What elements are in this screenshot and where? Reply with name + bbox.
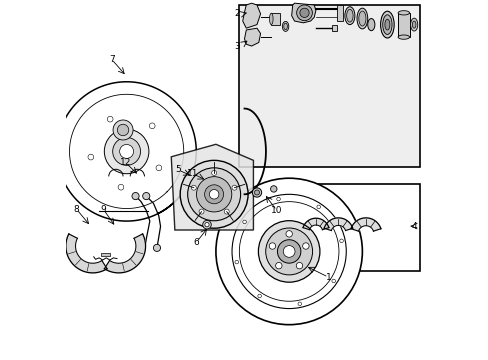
Ellipse shape — [380, 11, 393, 38]
Circle shape — [149, 123, 155, 129]
Bar — [331, 24, 337, 31]
Text: 12: 12 — [120, 158, 131, 167]
Circle shape — [112, 138, 140, 165]
Circle shape — [275, 262, 282, 269]
Circle shape — [120, 144, 133, 158]
Ellipse shape — [344, 7, 354, 24]
Circle shape — [187, 168, 240, 221]
Circle shape — [199, 209, 203, 214]
Circle shape — [339, 239, 343, 243]
Circle shape — [231, 185, 237, 190]
Circle shape — [239, 202, 338, 301]
Polygon shape — [171, 144, 253, 230]
Circle shape — [191, 185, 196, 190]
Ellipse shape — [269, 13, 272, 24]
Circle shape — [285, 231, 292, 237]
Circle shape — [269, 243, 275, 249]
Circle shape — [107, 116, 113, 122]
Circle shape — [331, 279, 335, 283]
Circle shape — [276, 197, 280, 201]
Circle shape — [232, 194, 346, 309]
Text: 3: 3 — [234, 41, 240, 50]
Circle shape — [153, 244, 160, 251]
Ellipse shape — [410, 18, 417, 31]
Text: 2: 2 — [234, 9, 240, 18]
Text: 11: 11 — [186, 169, 198, 178]
Bar — [306, 184, 419, 271]
Text: 1: 1 — [325, 273, 331, 282]
Circle shape — [104, 129, 149, 174]
Circle shape — [156, 165, 162, 171]
Circle shape — [216, 178, 362, 325]
Circle shape — [297, 302, 301, 306]
Polygon shape — [244, 28, 260, 46]
Text: 7: 7 — [108, 55, 114, 64]
Circle shape — [224, 209, 229, 214]
Ellipse shape — [358, 11, 365, 26]
Circle shape — [204, 185, 223, 204]
Bar — [336, 5, 343, 21]
Polygon shape — [66, 234, 107, 273]
Polygon shape — [104, 234, 145, 273]
Ellipse shape — [411, 21, 415, 28]
Circle shape — [270, 186, 276, 192]
Circle shape — [296, 5, 312, 21]
Polygon shape — [303, 218, 328, 230]
Circle shape — [243, 220, 246, 224]
Circle shape — [196, 177, 231, 212]
Text: 6: 6 — [193, 238, 199, 247]
Ellipse shape — [367, 18, 374, 31]
Circle shape — [277, 240, 300, 263]
Circle shape — [132, 193, 139, 200]
Circle shape — [142, 193, 149, 200]
Circle shape — [299, 8, 308, 18]
Ellipse shape — [346, 9, 352, 22]
Ellipse shape — [384, 19, 389, 30]
Polygon shape — [242, 3, 260, 28]
Circle shape — [117, 124, 128, 136]
Text: 8: 8 — [74, 205, 80, 214]
Ellipse shape — [397, 35, 408, 39]
Circle shape — [296, 262, 302, 269]
Circle shape — [257, 294, 261, 298]
Text: 10: 10 — [270, 206, 282, 215]
Circle shape — [209, 189, 219, 199]
Circle shape — [113, 120, 133, 140]
Ellipse shape — [283, 23, 287, 30]
Circle shape — [265, 228, 312, 275]
Bar — [397, 13, 408, 37]
Circle shape — [88, 154, 94, 160]
Polygon shape — [350, 218, 380, 231]
Polygon shape — [324, 218, 352, 230]
Ellipse shape — [382, 15, 391, 35]
Bar — [239, 5, 419, 167]
Text: 9: 9 — [101, 205, 106, 214]
Circle shape — [118, 184, 123, 190]
Ellipse shape — [282, 21, 288, 31]
Ellipse shape — [397, 11, 408, 15]
Text: 5: 5 — [175, 166, 181, 175]
Bar — [101, 253, 110, 256]
Circle shape — [258, 221, 319, 282]
Ellipse shape — [356, 8, 367, 29]
Circle shape — [252, 188, 261, 197]
Text: 4: 4 — [411, 222, 417, 231]
Circle shape — [283, 246, 294, 257]
Circle shape — [211, 170, 216, 175]
Circle shape — [203, 220, 211, 229]
Bar — [271, 13, 280, 24]
Circle shape — [235, 260, 238, 264]
Circle shape — [180, 160, 247, 228]
Circle shape — [302, 243, 308, 249]
Circle shape — [254, 190, 259, 195]
Polygon shape — [291, 3, 315, 23]
Circle shape — [204, 222, 209, 227]
Circle shape — [316, 205, 320, 209]
